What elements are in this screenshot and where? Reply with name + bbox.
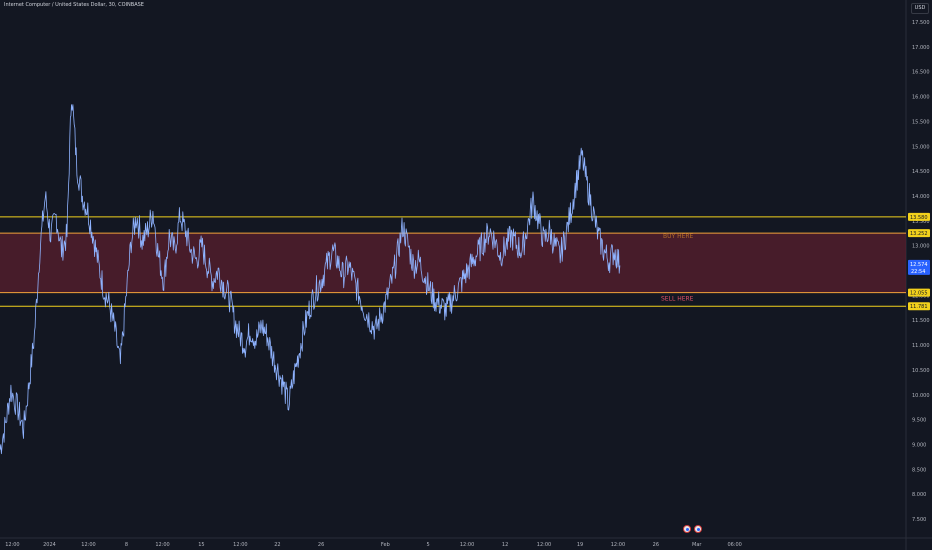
y-tick-label: 15.000 — [912, 144, 930, 150]
x-tick-label: Feb — [381, 542, 390, 548]
y-tick-label: 16.000 — [912, 95, 930, 101]
y-tick-label: 9.500 — [912, 418, 926, 424]
x-tick-label: 8 — [125, 542, 128, 548]
y-tick-label: 15.500 — [912, 119, 930, 125]
level-badge — [908, 302, 930, 311]
y-tick-label: 7.500 — [912, 517, 926, 523]
x-tick-label: 12:00 — [233, 542, 247, 548]
symbol-title: Internet Computer / United States Dollar… — [4, 2, 144, 8]
buy-here-label: BUY HERE — [663, 233, 694, 240]
x-tick-label: 12:00 — [155, 542, 169, 548]
price-series-line — [0, 104, 621, 455]
x-tick-label: 12 — [502, 542, 508, 548]
y-tick-label: 14.500 — [912, 169, 930, 175]
y-tick-label: 13.500 — [912, 219, 930, 225]
sell-here-label: SELL HERE — [661, 296, 694, 303]
y-tick-label: 9.000 — [912, 442, 926, 448]
y-tick-label: 17.000 — [912, 45, 930, 51]
x-tick-label: 19 — [577, 542, 583, 548]
y-tick-label: 17.500 — [912, 20, 930, 26]
x-tick-label: 22 — [274, 542, 280, 548]
y-tick-label: 10.500 — [912, 368, 930, 374]
event-flags[interactable] — [683, 525, 703, 533]
level-badge — [908, 212, 930, 221]
sell-buy-zone — [0, 233, 906, 293]
x-tick-label: 15 — [198, 542, 204, 548]
x-tick-label: 12:00 — [81, 542, 95, 548]
us-flag-icon[interactable] — [694, 525, 702, 533]
x-tick-label: 26 — [653, 542, 659, 548]
y-tick-label: 13.000 — [912, 244, 930, 250]
us-flag-icon[interactable] — [683, 525, 691, 533]
x-tick-label: 12:00 — [537, 542, 551, 548]
x-tick-label: 06:00 — [727, 542, 741, 548]
y-tick-label: 8.500 — [912, 467, 926, 473]
x-tick-label: 5 — [427, 542, 430, 548]
x-tick-label: 12:00 — [460, 542, 474, 548]
x-tick-label: 26 — [318, 542, 324, 548]
y-tick-label: 8.000 — [912, 492, 926, 498]
y-tick-label: 11.500 — [912, 318, 930, 324]
y-tick-label: 14.000 — [912, 194, 930, 200]
level-badge-label: 13.252 — [910, 231, 928, 237]
currency-badge[interactable]: USD — [911, 3, 929, 14]
current-price-label: 12.574 — [910, 262, 928, 268]
level-badge-label: 12.055 — [910, 291, 928, 297]
level-badge — [908, 229, 930, 238]
y-tick-label: 16.500 — [912, 70, 930, 76]
level-badge — [908, 288, 930, 297]
y-tick-label: 11.000 — [912, 343, 930, 349]
countdown-label: 22:54 — [911, 269, 925, 275]
x-tick-label: Mar — [692, 542, 702, 548]
level-badge-label: 13.580 — [910, 215, 928, 221]
x-tick-label: 12:00 — [611, 542, 625, 548]
level-badge-label: 11.781 — [910, 304, 928, 310]
current-price-badge — [908, 259, 930, 275]
y-tick-label: 10.000 — [912, 393, 930, 399]
x-tick-label: 12:00 — [5, 542, 19, 548]
x-tick-label: 2024 — [43, 542, 56, 548]
